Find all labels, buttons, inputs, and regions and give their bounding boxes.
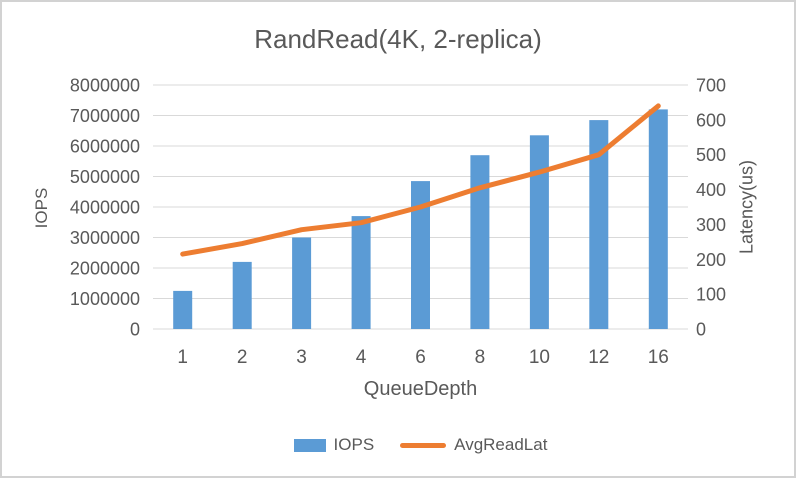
left-axis-tick-label: 1000000 [70,289,140,309]
left-axis-tick-label: 8000000 [70,76,140,96]
left-axis-title: IOPS [32,187,51,229]
legend-swatch-avgreadlat [400,442,447,448]
left-axis-tick-label: 3000000 [70,228,140,248]
x-axis-tick-label: 12 [588,347,609,368]
right-axis-tick-label: 700 [696,76,726,96]
x-axis-tick-label: 2 [237,347,248,368]
left-axis-tick-label: 7000000 [70,106,140,126]
x-axis-tick-label: 8 [475,347,486,368]
left-axis-tick-label: 4000000 [70,198,140,218]
iops-bar [470,155,490,329]
right-axis-tick-label: 0 [696,320,706,340]
x-axis-tick-label: 16 [648,347,669,368]
x-axis-title: QueueDepth [363,378,478,400]
iops-bar [411,181,430,329]
right-axis-tick-label: 300 [696,215,726,235]
iops-bar [589,120,609,329]
legend-swatch-iops [293,438,326,452]
legend: IOPS AvgReadLat [153,433,688,457]
left-axis-tick-label: 0 [130,320,140,340]
legend-item-iops: IOPS [293,435,375,455]
x-axis-tick-label: 1 [177,347,188,368]
right-axis-tick-label: 100 [696,285,726,305]
x-axis-tick-label: 4 [356,347,367,368]
right-axis-tick-label: 500 [696,145,726,165]
iops-bar [173,290,193,329]
iops-bar [232,261,252,329]
right-axis-tick-label: 400 [696,180,726,200]
iops-bar [351,216,371,329]
legend-label: AvgReadLat [454,435,548,454]
legend-label: IOPS [333,435,375,454]
x-axis-tick-label: 6 [415,347,426,368]
right-axis-tick-label: 600 [696,110,726,130]
right-axis-tick-label: 200 [696,250,726,270]
iops-bar [648,109,668,330]
x-axis-tick-label: 10 [529,347,550,368]
iops-bar [292,237,312,329]
left-axis-tick-label: 5000000 [70,167,140,187]
x-axis-tick-label: 3 [296,347,307,368]
iops-bar [529,135,549,329]
chart-title: RandRead(4K, 2-replica) [254,24,542,54]
legend-item-avgreadlat: AvgReadLat [400,435,547,455]
left-axis-tick-label: 6000000 [70,137,140,157]
left-axis-tick-label: 2000000 [70,259,140,279]
right-axis-title: Latency(us) [736,159,757,255]
avgreadlat-line [180,103,661,257]
